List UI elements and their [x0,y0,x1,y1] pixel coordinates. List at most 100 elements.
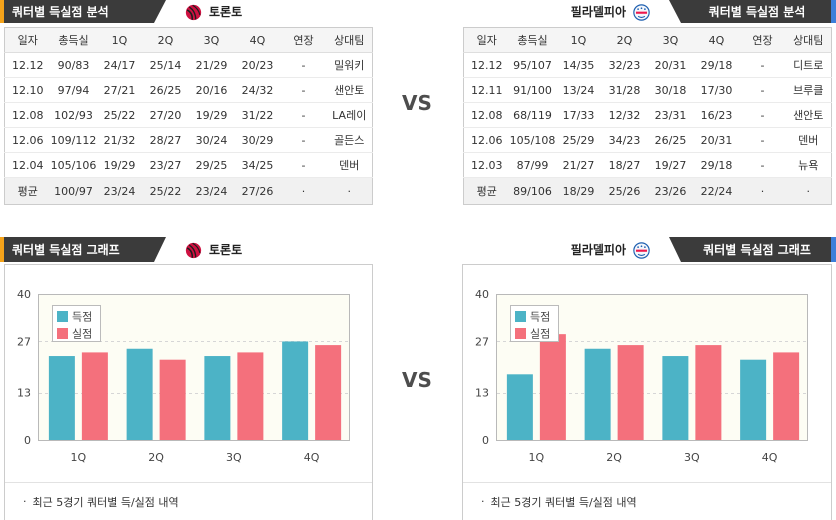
opponent-cell: 샌안토 [785,102,832,128]
average-q2-cell: 25/22 [142,177,189,205]
date-cell: 12.10 [4,77,51,103]
team-name: 토론토 [209,243,243,257]
total-cell: 90/83 [50,52,97,78]
game-row: 12.06 105/108 25/29 34/23 26/25 20/31- 덴버 [463,127,832,153]
graph-title: 쿼터별 득실점 그래프 [12,243,120,257]
overtime-cell: - [280,102,327,128]
total-cell: 68/119 [509,102,556,128]
overtime-cell: - [739,77,786,103]
q2-cell: 28/27 [142,127,189,153]
game-row: 12.08 102/93 25/22 27/20 19/29 31/22- LA레이 [4,102,373,128]
q2-cell: 12/32 [601,102,648,128]
total-column-header: 총득실 [50,27,97,53]
y-tick-label: 40 [475,288,489,301]
opponent-cell: 디트로 [785,52,832,78]
raptors-logo-icon [185,4,202,21]
date-cell: 12.04 [4,152,51,178]
date-cell: 12.12 [463,52,510,78]
legend-label-points-scored: 득점 [530,311,550,324]
date-cell: 12.06 [463,127,510,153]
y-tick-label: 13 [17,387,31,400]
toronto-graph-header: 쿼터별 득실점 그래프 토론토 [0,237,373,262]
bar-points-allowed-4q [315,345,342,440]
total-cell: 97/94 [50,77,97,103]
q3-cell: 20/16 [188,77,235,103]
bar-points-scored-2q [126,348,153,440]
legend-label-points-scored: 득점 [72,311,92,324]
q1-cell: 21/32 [96,127,143,153]
opponent-column-header: 상대팀 [326,27,373,53]
y-tick-label: 27 [475,335,489,348]
date-column-header: 일자 [463,27,510,53]
table-header-row: 일자 총득실 1Q 2Q 3Q 4Q 연장 상대팀 [4,27,373,53]
q3-cell: 21/29 [188,52,235,78]
q2-cell: 26/25 [142,77,189,103]
y-tick-label: 0 [482,434,489,447]
game-row: 12.06 109/112 21/32 28/27 30/24 30/29- 골든스 [4,127,373,153]
overtime-cell: - [739,152,786,178]
bar-points-allowed-2q [159,359,186,440]
overtime-cell: - [739,102,786,128]
q4-cell: 16/23 [693,102,740,128]
analysis-title: 쿼터별 득실점 분석 [12,5,109,19]
legend-swatch-points-allowed [515,328,526,339]
game-row: 12.04 105/106 19/29 23/27 29/25 34/25- 덴버 [4,152,373,178]
q3-cell: 26/25 [647,127,694,153]
q2-cell: 32/23 [601,52,648,78]
q4-cell: 24/32 [234,77,281,103]
bar-points-allowed-1q [81,352,108,440]
average-q1-cell: 18/29 [555,177,602,205]
vs-label: VS [402,368,432,392]
philadelphia-chart-panel: 0 13 27 40 1Q 2Q 3Q 4Q 득점 실점 · 최근 5경기 쿼터별 득/실점 내역 [462,264,832,520]
accent-strip [0,0,4,23]
legend-swatch-points-allowed [57,328,68,339]
q3-cell: 19/29 [188,102,235,128]
q4-cell: 29/18 [693,52,740,78]
y-tick-label: 27 [17,335,31,348]
game-row: 12.12 95/107 14/35 32/23 20/31 29/18- 디트로 [463,52,832,78]
average-total-cell: 89/106 [509,177,556,205]
x-category-label: 1Q [71,451,87,464]
sixers-logo-icon [633,3,650,21]
average-q4-cell: 27/26 [234,177,281,205]
average-row: 평균 100/97 23/24 25/22 23/24 27/26 · · [4,177,373,205]
q3-cell: 30/24 [188,127,235,153]
average-total-cell: 100/97 [50,177,97,205]
q4-cell: 34/25 [234,152,281,178]
opponent-cell: 샌안토 [326,77,373,103]
table-header-row: 일자 총득실 1Q 2Q 3Q 4Q 연장 상대팀 [463,27,832,53]
date-cell: 12.08 [463,102,510,128]
caption-text: 최근 5경기 쿼터별 득/실점 내역 [32,495,179,509]
chart-caption: · 최근 5경기 쿼터별 득/실점 내역 [463,482,831,520]
graph-title-tab: 쿼터별 득실점 그래프 [669,237,831,262]
q4-cell: 17/30 [693,77,740,103]
date-cell: 12.12 [4,52,51,78]
bar-points-scored-1q [506,374,533,440]
total-cell: 91/100 [509,77,556,103]
q1-column-header: 1Q [555,27,602,53]
x-category-label: 4Q [304,451,320,464]
q3-column-header: 3Q [647,27,694,53]
toronto-chart-panel: 0 13 27 40 1Q 2Q 3Q 4Q 득점 실점 · 최근 5경기 쿼터별 득/실점 내역 [4,264,373,520]
q3-cell: 29/25 [188,152,235,178]
overtime-cell: - [739,52,786,78]
x-category-label: 2Q [606,451,622,464]
date-cell: 12.06 [4,127,51,153]
accent-strip [0,237,4,262]
bar-points-scored-2q [584,348,611,440]
average-opponent-cell: · [785,177,832,205]
team-name: 필라델피아 [570,5,626,19]
q1-column-header: 1Q [96,27,143,53]
analysis-title-tab: 쿼터별 득실점 분석 [669,0,831,23]
q3-cell: 23/31 [647,102,694,128]
game-row: 12.10 97/94 27/21 26/25 20/16 24/32- 샌안토 [4,77,373,103]
q2-cell: 27/20 [142,102,189,128]
q3-cell: 19/27 [647,152,694,178]
opponent-cell: LA레이 [326,102,373,128]
opponent-cell: 뉴욕 [785,152,832,178]
x-category-label: 3Q [226,451,242,464]
average-date-cell: 평균 [463,177,510,205]
x-category-label: 3Q [684,451,700,464]
